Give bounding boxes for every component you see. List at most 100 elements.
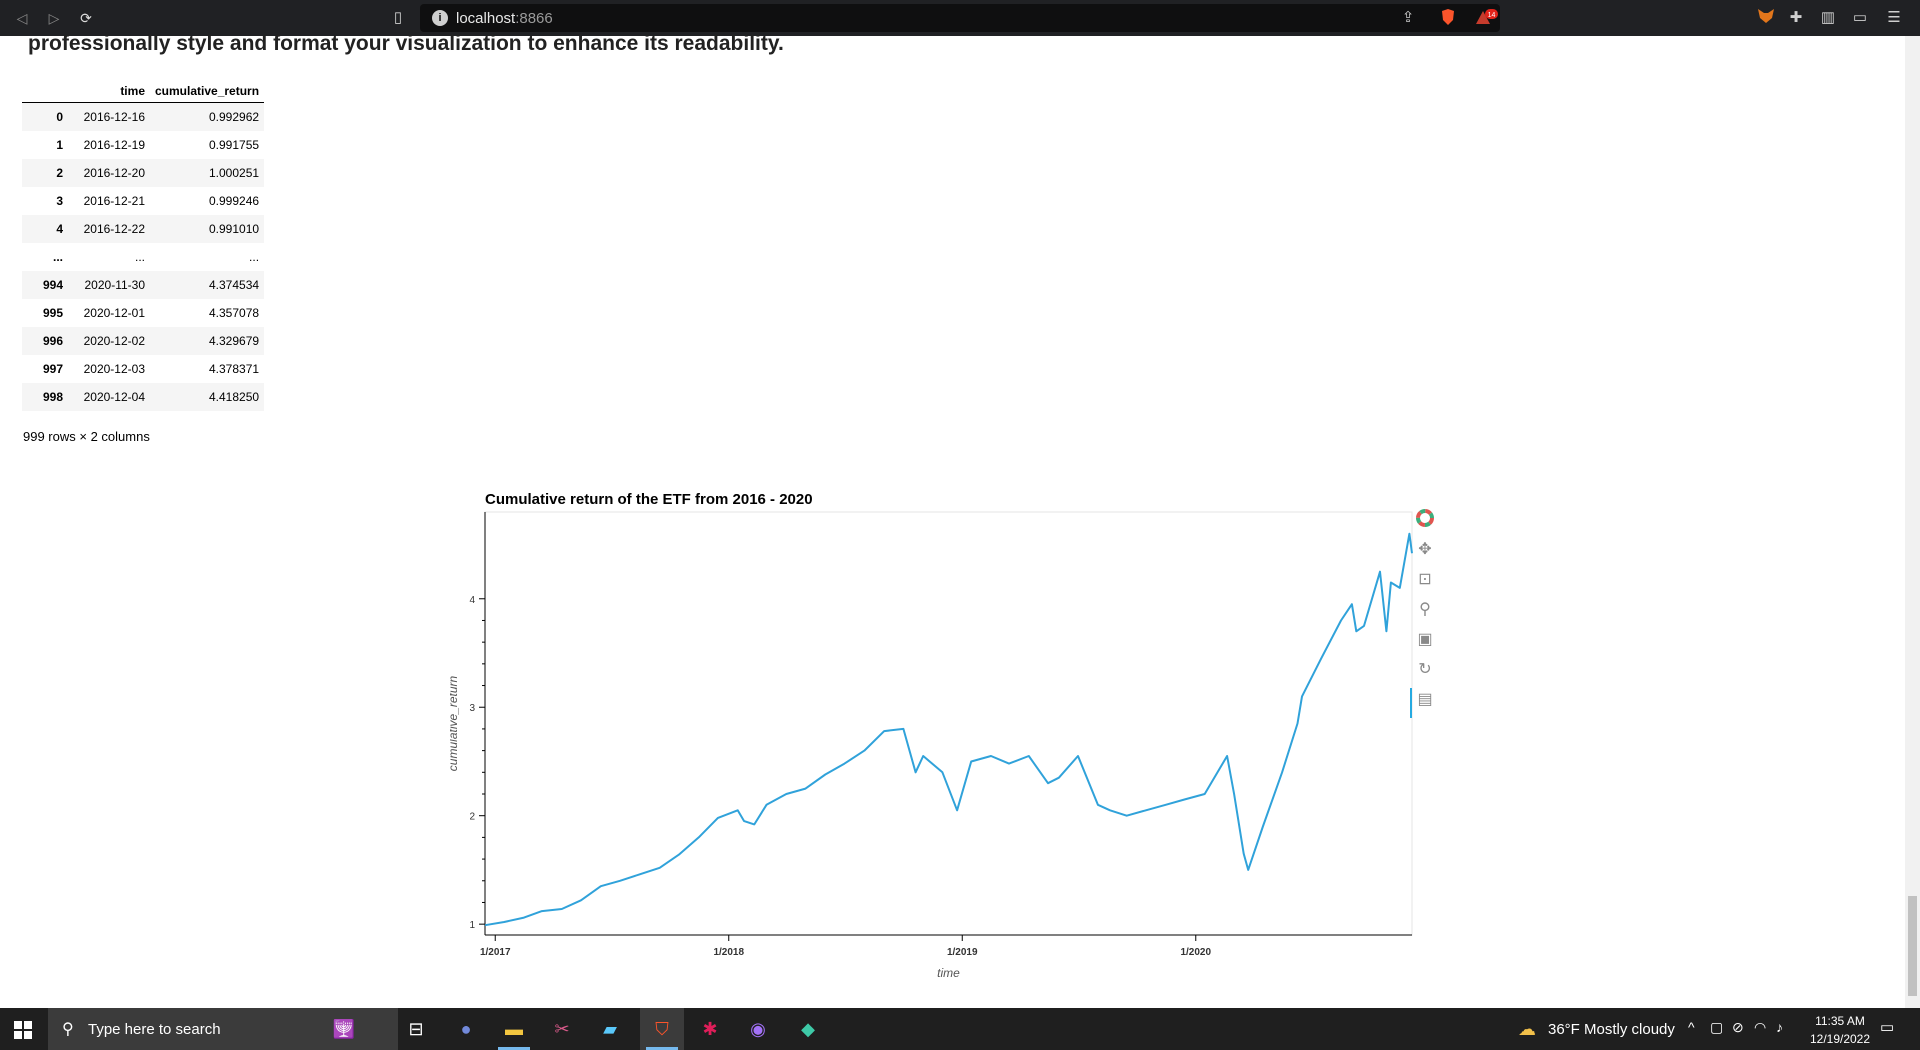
- save-icon[interactable]: ▣: [1417, 631, 1433, 648]
- address-bar[interactable]: i localhost:8866 ⇪ 14: [420, 4, 1500, 32]
- value-cell: 4.357078: [208, 306, 260, 320]
- site-info-icon[interactable]: i: [432, 10, 448, 26]
- address-host: localhost: [456, 10, 516, 27]
- pan-icon[interactable]: ✥: [1418, 541, 1432, 558]
- row-index: 996: [42, 334, 63, 348]
- row-index: 998: [42, 390, 63, 404]
- time-cell: 2020-11-30: [84, 278, 146, 292]
- reload-icon[interactable]: ⟳: [80, 10, 92, 26]
- table-row: 4 2016-12-22 0.991010: [22, 215, 265, 243]
- table-header-row: time cumulative_return: [22, 80, 265, 103]
- discord-icon[interactable]: ●: [460, 1019, 472, 1039]
- value-cell: 4.418250: [208, 390, 260, 404]
- github-icon[interactable]: ◉: [750, 1019, 766, 1039]
- value-cell: 0.991755: [208, 138, 260, 152]
- volume-icon[interactable]: ♪: [1776, 1019, 1783, 1035]
- value-cell: 4.374534: [208, 278, 260, 292]
- wheel-zoom-icon[interactable]: ⚲: [1419, 601, 1431, 618]
- y-axis-label: cumulative_return: [450, 675, 460, 771]
- table-row: 1 2016-12-19 0.991755: [22, 131, 264, 159]
- snip-tool-icon[interactable]: ✂: [554, 1019, 570, 1039]
- value-cell: 4.378371: [208, 362, 260, 376]
- y-tick-label: 3: [469, 703, 475, 714]
- x-tick-label: 1/2020: [1180, 947, 1211, 958]
- value-cell: 0.992962: [208, 110, 260, 124]
- time-cell: 2016-12-19: [83, 138, 145, 152]
- extensions-icon[interactable]: ✚: [1789, 9, 1803, 26]
- wifi-icon[interactable]: ◠: [1754, 1019, 1767, 1035]
- row-index: 997: [42, 362, 63, 376]
- table-row: 0 2016-12-16 0.992962: [22, 102, 265, 131]
- clock-date[interactable]: 12/19/2022: [1809, 1032, 1871, 1046]
- table-row: 994 2020-11-30 4.374534: [22, 271, 265, 299]
- value-cell: 0.991010: [208, 222, 260, 236]
- cumulative-return-chart[interactable]: Cumulative return of the ETF from 2016 -…: [450, 490, 1420, 990]
- weather-cloudy-icon: ☁: [1518, 1019, 1536, 1039]
- x-tick-label: 1/2017: [480, 947, 511, 958]
- menorah-icon[interactable]: 🕎: [332, 1019, 356, 1039]
- gitkraken-icon[interactable]: ◆: [801, 1019, 815, 1039]
- y-tick-label: 1: [469, 920, 475, 931]
- scrollbar-thumb[interactable]: [1908, 896, 1917, 996]
- value-cell: ...: [249, 250, 260, 264]
- plot-area: [484, 511, 1413, 936]
- index-header: [22, 80, 68, 103]
- taskbar-search[interactable]: ⚲ Type here to search: [48, 1008, 398, 1050]
- address-text: localhost:8866: [456, 10, 553, 27]
- reset-icon[interactable]: ↻: [1418, 661, 1432, 678]
- windows-start-icon[interactable]: [14, 1021, 32, 1039]
- weather-text[interactable]: 36°F Mostly cloudy: [1548, 1021, 1675, 1038]
- meet-now-icon[interactable]: ▢: [1710, 1019, 1724, 1035]
- sidebar-icon[interactable]: ▥: [1820, 9, 1836, 26]
- time-cell: 2016-12-21: [83, 194, 145, 208]
- chevron-up-icon[interactable]: ^: [1688, 1019, 1695, 1035]
- task-view-icon[interactable]: ⊟: [408, 1019, 424, 1039]
- chart-title: Cumulative return of the ETF from 2016 -…: [485, 491, 813, 508]
- search-icon: ⚲: [62, 1021, 74, 1038]
- column-header: cumulative_return: [150, 80, 265, 103]
- forward-icon[interactable]: ▷: [48, 10, 60, 26]
- address-port: :8866: [515, 10, 553, 27]
- y-tick-label: 2: [469, 812, 475, 823]
- clock-time[interactable]: 11:35 AM: [1815, 1014, 1865, 1028]
- windows-taskbar: ⚲ Type here to search 🕎 ⊟ ● ▬ ✂ ▰ ⛉ ✱ ◉ …: [0, 1008, 1920, 1050]
- table-row: 2 2016-12-20 1.000251: [22, 159, 265, 187]
- share-icon[interactable]: ⇪: [1401, 9, 1415, 26]
- time-cell: ...: [134, 250, 145, 264]
- brave-browser-icon[interactable]: ⛉: [640, 1008, 684, 1050]
- row-index: 995: [42, 306, 63, 320]
- bokeh-logo-icon[interactable]: [1412, 508, 1438, 532]
- back-icon[interactable]: ◁: [16, 10, 28, 26]
- value-cell: 4.329679: [208, 334, 260, 348]
- table-row: 996 2020-12-02 4.329679: [22, 327, 265, 355]
- table-row: 995 2020-12-01 4.357078: [22, 299, 264, 327]
- row-index: 2: [56, 166, 63, 180]
- box-zoom-icon[interactable]: ⊡: [1418, 571, 1432, 588]
- table-row: .........: [22, 243, 264, 271]
- row-index: 994: [42, 278, 63, 292]
- slack-icon[interactable]: ✱: [702, 1019, 718, 1039]
- time-cell: 2016-12-20: [83, 166, 145, 180]
- wallet-icon[interactable]: ▭: [1852, 9, 1868, 26]
- bookmark-icon[interactable]: ▯: [393, 9, 403, 26]
- brave-shields-icon[interactable]: [1438, 8, 1458, 28]
- metamask-icon[interactable]: [1756, 8, 1776, 28]
- x-axis-label: time: [937, 966, 960, 980]
- time-cell: 2020-12-03: [83, 362, 145, 376]
- menu-icon[interactable]: ☰: [1887, 9, 1901, 26]
- dataframe-table: time cumulative_return 0 2016-12-16 0.9929…: [22, 80, 265, 411]
- brave-rewards-icon[interactable]: 14: [1474, 8, 1498, 28]
- column-header: time: [68, 80, 150, 103]
- file-explorer-icon[interactable]: ▬: [492, 1008, 536, 1050]
- notes-app-icon[interactable]: ▰: [603, 1019, 617, 1039]
- row-index: 3: [56, 194, 63, 208]
- time-cell: 2020-12-04: [83, 390, 145, 404]
- page-scrollbar[interactable]: [1905, 36, 1920, 1008]
- notification-center-icon[interactable]: ▭: [1880, 1019, 1895, 1036]
- table-shape-label: 999 rows × 2 columns: [23, 429, 150, 444]
- section-heading: professionally style and format your vis…: [28, 32, 784, 55]
- active-tool-indicator: [1410, 688, 1412, 718]
- hover-icon[interactable]: ▤: [1417, 691, 1433, 708]
- rewards-badge-count: 14: [1488, 12, 1496, 19]
- network-icon[interactable]: ⊘: [1732, 1019, 1744, 1035]
